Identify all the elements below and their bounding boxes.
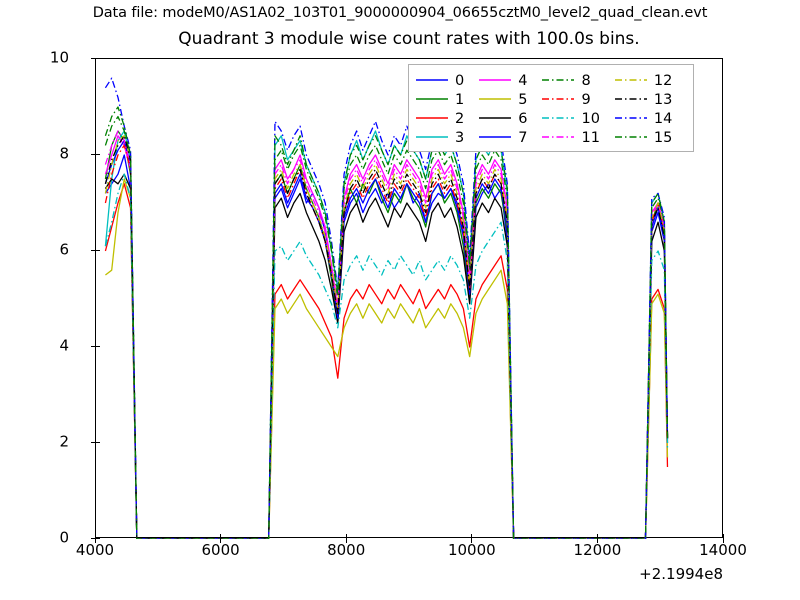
legend-label-2: 2 bbox=[455, 111, 465, 127]
series-line-0 bbox=[104, 154, 669, 539]
series-line-13 bbox=[104, 135, 669, 539]
legend-label-6: 6 bbox=[518, 111, 528, 127]
legend-label-8: 8 bbox=[581, 73, 591, 89]
x-tick-mark-4000 bbox=[94, 538, 96, 543]
series-line-5 bbox=[105, 178, 669, 539]
plot-title: Quadrant 3 module wise count rates with … bbox=[178, 29, 640, 49]
x-tick-mark-inner-4000 bbox=[94, 533, 96, 538]
x-tick-mark-inner-6000 bbox=[220, 533, 222, 538]
legend-row: 1 5 9 13 bbox=[415, 89, 686, 108]
x-tick-label-12000: 12000 bbox=[573, 541, 622, 559]
y-tick-mark-inner-6 bbox=[95, 249, 100, 251]
series-line-6 bbox=[104, 173, 669, 539]
y-tick-mark-4 bbox=[90, 345, 95, 347]
x-tick-mark-inner-10000 bbox=[471, 533, 473, 538]
y-tick-label-4: 4 bbox=[59, 336, 69, 355]
legend-label-14: 14 bbox=[653, 111, 673, 127]
legend-label-3: 3 bbox=[455, 130, 465, 146]
legend-line-7 bbox=[479, 135, 512, 138]
x-tick-mark-14000 bbox=[722, 538, 724, 543]
legend-label-0: 0 bbox=[455, 73, 465, 89]
series-line-15 bbox=[104, 106, 669, 539]
x-tick-mark-6000 bbox=[220, 538, 222, 543]
y-tick-mark-0 bbox=[90, 537, 95, 539]
series-line-8 bbox=[104, 115, 669, 539]
legend-label-9: 9 bbox=[581, 92, 591, 108]
series-lines bbox=[104, 77, 669, 539]
legend-label-12: 12 bbox=[653, 73, 673, 89]
legend-label-11: 11 bbox=[581, 130, 600, 146]
legend-row: 2 6 10 14 bbox=[415, 108, 686, 127]
legend-label-4: 4 bbox=[518, 73, 528, 89]
x-tick-mark-8000 bbox=[345, 538, 347, 543]
x-tick-mark-inner-12000 bbox=[596, 533, 598, 538]
legend-line-9 bbox=[542, 97, 575, 100]
y-tick-mark-inner-4 bbox=[95, 345, 100, 347]
y-tick-mark-inner-8 bbox=[95, 153, 100, 155]
series-line-2 bbox=[104, 183, 669, 539]
series-line-10 bbox=[104, 173, 669, 539]
y-tick-mark-8 bbox=[90, 153, 95, 155]
x-tick-mark-10000 bbox=[471, 538, 473, 543]
legend-table: 0 4 8 12 1 5 9 13 2 6 10 14 3 7 11 15 bbox=[415, 70, 686, 146]
y-tick-mark-6 bbox=[90, 249, 95, 251]
x-tick-label-4000: 4000 bbox=[75, 541, 115, 559]
y-tick-label-10: 10 bbox=[49, 48, 69, 67]
legend-line-12 bbox=[614, 78, 647, 81]
y-tick-label-6: 6 bbox=[59, 240, 69, 259]
legend-line-15 bbox=[614, 135, 647, 138]
x-tick-label-8000: 8000 bbox=[327, 541, 366, 559]
legend-label-10: 10 bbox=[581, 111, 600, 127]
legend-line-1 bbox=[416, 97, 448, 100]
legend-line-14 bbox=[614, 116, 647, 119]
legend-label-13: 13 bbox=[653, 92, 673, 108]
legend-label-7: 7 bbox=[518, 130, 528, 146]
series-line-11 bbox=[104, 130, 669, 539]
series-line-3 bbox=[104, 130, 669, 539]
x-tick-label-14000: 14000 bbox=[699, 541, 747, 559]
legend-line-0 bbox=[416, 78, 448, 81]
legend-line-4 bbox=[479, 78, 512, 81]
y-tick-mark-inner-2 bbox=[95, 441, 100, 443]
legend-line-10 bbox=[542, 116, 575, 119]
legend-line-3 bbox=[416, 135, 448, 138]
series-line-4 bbox=[104, 135, 669, 539]
series-line-1 bbox=[104, 130, 669, 539]
data-file-label: Data file: modeM0/AS1A02_103T01_90000009… bbox=[92, 5, 708, 21]
series-line-12 bbox=[104, 135, 669, 539]
y-tick-label-0: 0 bbox=[59, 528, 69, 547]
y-tick-mark-2 bbox=[90, 441, 95, 443]
y-tick-label-8: 8 bbox=[59, 144, 69, 163]
legend-label-15: 15 bbox=[653, 130, 673, 146]
series-line-7 bbox=[104, 139, 669, 539]
legend-label-5: 5 bbox=[518, 92, 528, 108]
y-tick-mark-inner-10 bbox=[95, 57, 100, 59]
legend-line-5 bbox=[479, 97, 512, 100]
x-axis-offset-label: +2.1994e8 bbox=[639, 565, 723, 583]
legend-line-2 bbox=[416, 116, 448, 119]
y-tick-mark-inner-0 bbox=[95, 537, 100, 539]
y-tick-label-2: 2 bbox=[59, 432, 69, 451]
legend-row: 3 7 11 15 bbox=[415, 127, 686, 146]
x-tick-mark-inner-8000 bbox=[345, 533, 347, 538]
legend-label-1: 1 bbox=[455, 92, 465, 108]
legend-line-11 bbox=[542, 135, 575, 138]
x-tick-label-10000: 10000 bbox=[447, 541, 496, 559]
legend-row: 0 4 8 12 bbox=[415, 70, 686, 89]
legend-line-13 bbox=[614, 97, 647, 100]
x-tick-label-6000: 6000 bbox=[201, 541, 240, 559]
x-tick-mark-12000 bbox=[596, 538, 598, 543]
x-tick-mark-inner-14000 bbox=[722, 533, 724, 538]
y-tick-mark-10 bbox=[90, 57, 95, 59]
legend-box[interactable]: 0 4 8 12 1 5 9 13 2 6 10 14 3 7 11 15 bbox=[408, 64, 695, 152]
legend-line-6 bbox=[479, 116, 512, 119]
legend-line-8 bbox=[542, 78, 575, 81]
